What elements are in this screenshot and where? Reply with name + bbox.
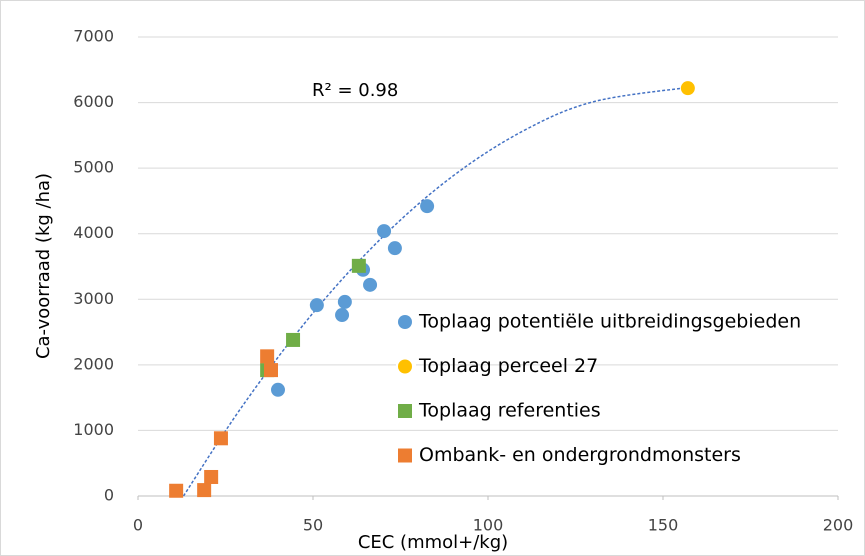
x-tick-label: 100 [473, 516, 504, 535]
y-tick-label: 5000 [73, 158, 114, 177]
data-point [169, 483, 184, 498]
x-tick-label: 150 [648, 516, 679, 535]
y-tick-label: 2000 [73, 354, 114, 373]
data-point [286, 332, 301, 347]
data-point [260, 349, 275, 364]
legend-label: Toplaag potentiële uitbreidingsgebieden [418, 311, 801, 333]
data-point [363, 277, 378, 292]
legend-label: Ombank- en ondergrondmonsters [419, 444, 741, 466]
y-tick-label: 0 [104, 486, 114, 505]
x-tick-label: 0 [133, 516, 143, 535]
data-point [377, 224, 392, 239]
x-tick-label: 200 [823, 516, 854, 535]
x-axis-title: CEC (mmol+/kg) [358, 532, 508, 553]
y-tick-label: 3000 [73, 289, 114, 308]
data-point [335, 308, 350, 323]
data-point [420, 199, 435, 214]
x-tick-label: 50 [303, 516, 323, 535]
y-tick-label: 6000 [73, 92, 114, 111]
y-tick-label: 4000 [73, 223, 114, 242]
data-point [680, 81, 695, 96]
trendline [182, 86, 688, 497]
data-point [351, 258, 366, 273]
data-point [337, 294, 352, 309]
legend-marker [398, 359, 412, 374]
y-tick-label: 7000 [73, 27, 114, 46]
data-point [204, 469, 219, 484]
legend-label: Toplaag perceel 27 [418, 355, 598, 377]
legend-marker [398, 448, 412, 463]
r-squared-annotation: R² = 0.98 [312, 80, 398, 101]
data-point [271, 382, 285, 397]
y-tick-label: 1000 [73, 420, 114, 439]
legend-marker [398, 404, 412, 418]
legend-marker [398, 315, 412, 329]
y-axis-title: Ca-voorraad (kg /ha) [33, 173, 54, 359]
data-point [264, 363, 278, 378]
data-point [197, 483, 212, 498]
data-point [309, 298, 324, 313]
legend-label: Toplaag referenties [418, 400, 601, 422]
data-point [387, 241, 402, 256]
data-point [213, 431, 228, 446]
